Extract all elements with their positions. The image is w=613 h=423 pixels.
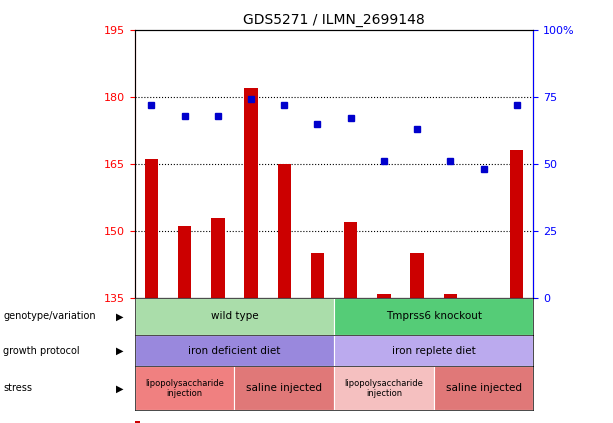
Bar: [135, 366, 234, 410]
Text: lipopolysaccharide
injection: lipopolysaccharide injection: [145, 379, 224, 398]
Text: lipopolysaccharide
injection: lipopolysaccharide injection: [345, 379, 424, 398]
Text: ▶: ▶: [116, 311, 123, 321]
Text: genotype/variation: genotype/variation: [3, 311, 96, 321]
Bar: [334, 366, 434, 410]
Text: Tmprss6 knockout: Tmprss6 knockout: [386, 311, 482, 321]
Text: wild type: wild type: [211, 311, 258, 321]
Bar: [245, 88, 257, 298]
Text: growth protocol: growth protocol: [3, 346, 80, 355]
Bar: [178, 226, 191, 298]
Bar: [278, 164, 291, 298]
Bar: [411, 253, 424, 298]
Bar: [135, 335, 334, 366]
Text: saline injected: saline injected: [446, 383, 522, 393]
Bar: [311, 253, 324, 298]
Bar: [211, 217, 224, 298]
Text: iron replete diet: iron replete diet: [392, 346, 476, 355]
Bar: [433, 366, 533, 410]
Text: saline injected: saline injected: [246, 383, 322, 393]
Bar: [135, 298, 334, 335]
Bar: [344, 222, 357, 298]
Bar: [234, 366, 334, 410]
Bar: [377, 294, 390, 298]
Bar: [444, 294, 457, 298]
Text: iron deficient diet: iron deficient diet: [188, 346, 281, 355]
Bar: [334, 298, 533, 335]
Text: ▶: ▶: [116, 383, 123, 393]
Text: ▶: ▶: [116, 346, 123, 355]
Text: stress: stress: [3, 383, 32, 393]
Bar: [510, 151, 524, 298]
Bar: [334, 335, 533, 366]
Title: GDS5271 / ILMN_2699148: GDS5271 / ILMN_2699148: [243, 13, 425, 27]
Bar: [145, 159, 158, 298]
